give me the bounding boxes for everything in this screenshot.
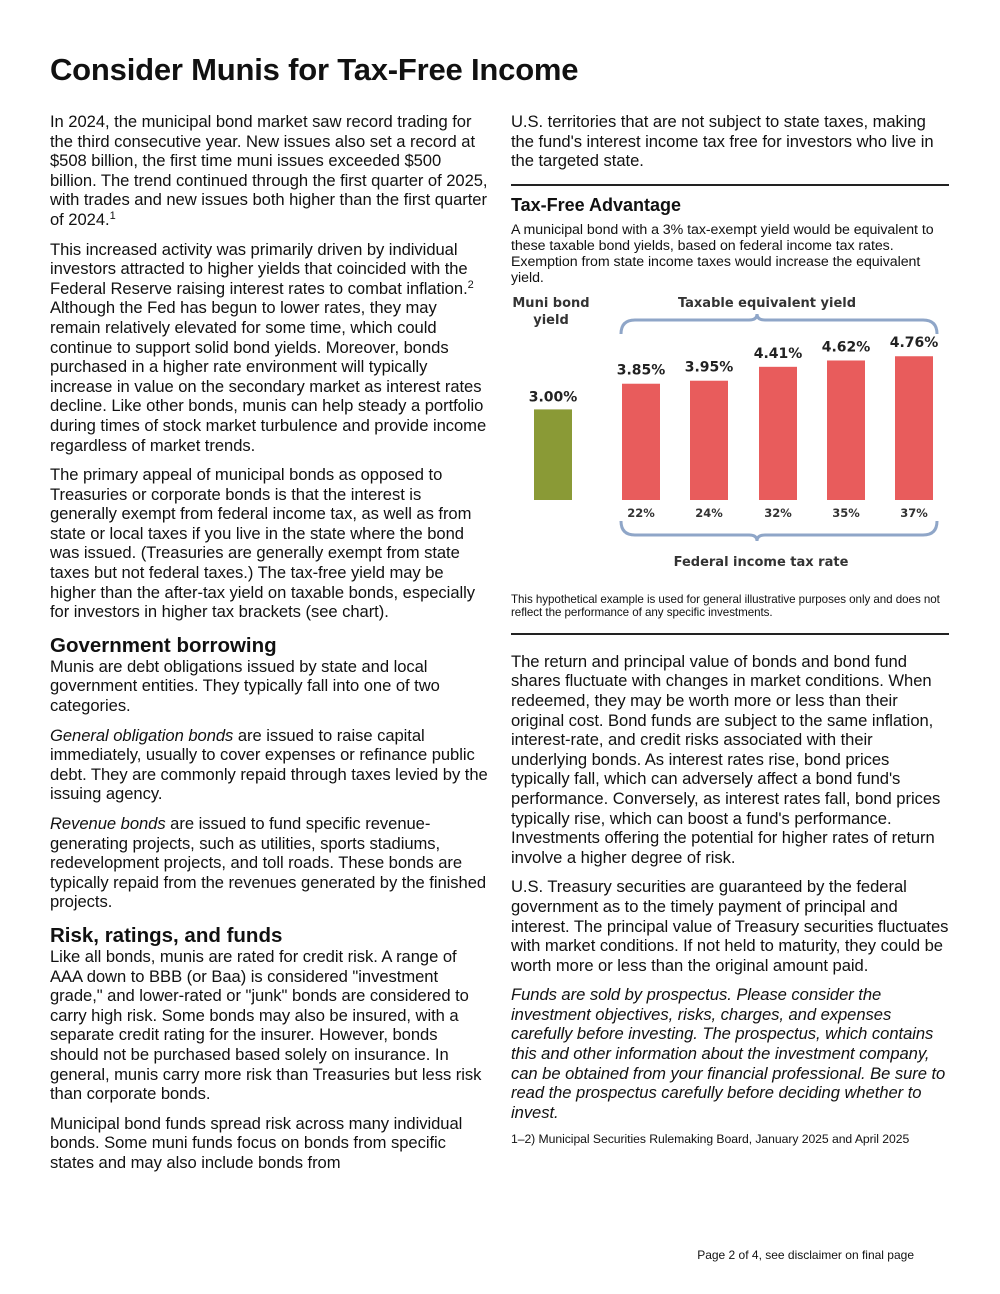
- bond-funds-paragraph: Municipal bond funds spread risk across …: [50, 1113, 463, 1172]
- sidebar-top-rule: [511, 183, 949, 186]
- taxable-yield-value-label: 4.62%: [822, 339, 871, 355]
- revenue-bonds-paragraph: Revenue bonds are issued to fund specifi…: [50, 814, 490, 912]
- taxable-yield-value-label: 4.76%: [890, 335, 939, 351]
- muni-yield-value-label: 3.00%: [529, 389, 578, 405]
- activity-paragraph: This increased activity was primarily dr…: [50, 240, 490, 456]
- general-obligation-paragraph: General obligation bonds are issued to r…: [50, 726, 490, 804]
- taxable-yield-value-label: 4.41%: [754, 346, 803, 362]
- activity-text-a: This increased activity was primarily dr…: [50, 239, 468, 298]
- muni-label-line2: yield: [533, 313, 569, 328]
- bond-risk-paragraph: The return and principal value of bonds …: [511, 651, 941, 867]
- tax-rate-tick-label: 37%: [900, 506, 928, 520]
- treasury-paragraph: U.S. Treasury securities are guaranteed …: [511, 877, 949, 975]
- top-brace: [619, 313, 939, 334]
- tax-rate-tick-label: 32%: [764, 506, 792, 520]
- taxable-yield-bar: [895, 356, 933, 500]
- taxable-yield-value-label: 3.85%: [617, 363, 666, 379]
- taxable-yield-bar: [827, 360, 865, 500]
- taxable-yield-bar: [759, 366, 797, 500]
- territories-paragraph: U.S. territories that are not subject to…: [511, 112, 934, 171]
- page-footer: Page 2 of 4, see disclaimer on final pag…: [697, 1248, 914, 1262]
- intro-text: In 2024, the municipal bond market saw r…: [50, 112, 488, 229]
- prospectus-block: Funds are sold by prospectus. Please con…: [511, 985, 949, 1122]
- general-obligation-term: General obligation bonds: [50, 725, 234, 745]
- appeal-paragraph: The primary appeal of municipal bonds as…: [50, 465, 476, 622]
- tax-free-advantage-title: Tax-Free Advantage: [511, 194, 682, 215]
- tax-equivalent-yield-chart: Muni bond yield Taxable equivalent yield…: [512, 296, 939, 570]
- left-column: In 2024, the municipal bond market saw r…: [50, 112, 490, 1183]
- munis-definition-paragraph: Munis are debt obligations issued by sta…: [50, 656, 440, 716]
- chart-intro-text: A municipal bond with a 3% tax-exempt yi…: [511, 221, 934, 286]
- footnote-ref-2: 2: [467, 278, 474, 291]
- page-title: Consider Munis for Tax-Free Income: [50, 52, 579, 87]
- prospectus-paragraph: Funds are sold by prospectus. Please con…: [511, 985, 946, 1122]
- footnote-ref-1: 1: [109, 209, 116, 222]
- general-obligation-text: are issued to raise capital immediately,…: [50, 725, 488, 804]
- tax-rate-tick-label: 35%: [832, 506, 860, 520]
- right-column: U.S. territories that are not subject to…: [511, 112, 949, 1147]
- chart-disclaimer: This hypothetical example is used for ge…: [511, 592, 940, 620]
- bottom-brace: [619, 520, 939, 541]
- activity-text-b: Although the Fed has begun to lower rate…: [50, 298, 487, 455]
- credit-risk-paragraph: Like all bonds, munis are rated for cred…: [50, 946, 482, 1104]
- revenue-bonds-text: are issued to fund specific revenue-gene…: [50, 814, 487, 912]
- intro-paragraph: In 2024, the municipal bond market saw r…: [50, 112, 490, 230]
- muni-label-line1: Muni bond: [512, 296, 589, 311]
- taxable-equivalent-label: Taxable equivalent yield: [678, 296, 856, 311]
- x-axis-label: Federal income tax rate: [674, 555, 849, 570]
- footnote-source: 1–2) Municipal Securities Rulemaking Boa…: [511, 1132, 910, 1147]
- muni-yield-bar: [534, 409, 572, 500]
- tax-rate-tick-label: 24%: [695, 506, 723, 520]
- taxable-yield-bar: [622, 383, 660, 500]
- government-borrowing-heading: Government borrowing: [50, 633, 277, 657]
- taxable-yield-value-label: 3.95%: [685, 359, 734, 375]
- tax-rate-tick-label: 22%: [627, 506, 655, 520]
- taxable-yield-bar: [690, 380, 728, 500]
- sidebar-bottom-rule: [511, 632, 949, 635]
- revenue-bonds-term: Revenue bonds: [50, 814, 166, 833]
- risk-ratings-heading: Risk, ratings, and funds: [50, 923, 283, 947]
